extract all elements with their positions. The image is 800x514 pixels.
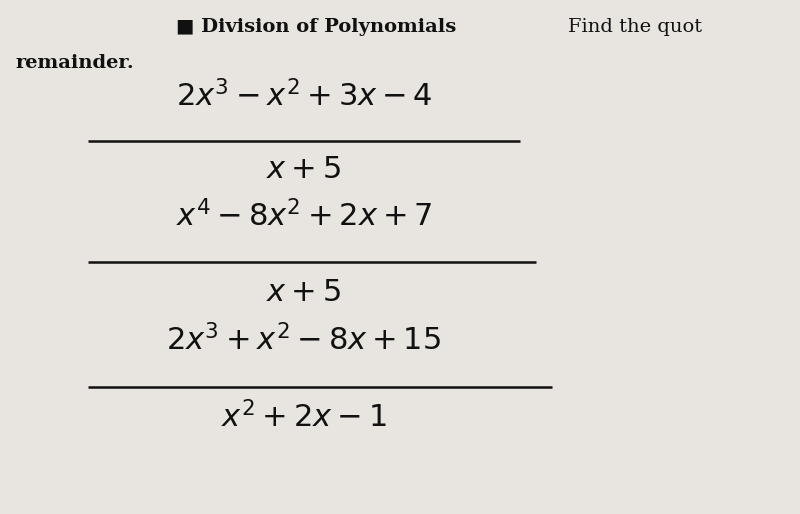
Text: $x + 5$: $x + 5$ [266, 154, 342, 185]
Text: Find the quot: Find the quot [568, 18, 702, 36]
Text: ■ Division of Polynomials: ■ Division of Polynomials [176, 18, 456, 36]
Text: $2x^3 + x^2 - 8x + 15$: $2x^3 + x^2 - 8x + 15$ [166, 325, 442, 357]
Text: $2x^3 - x^2 + 3x - 4$: $2x^3 - x^2 + 3x - 4$ [176, 81, 432, 113]
Text: $x^2 + 2x - 1$: $x^2 + 2x - 1$ [222, 402, 386, 434]
Text: $x + 5$: $x + 5$ [266, 278, 342, 308]
Text: $x^4 - 8x^2 + 2x + 7$: $x^4 - 8x^2 + 2x + 7$ [176, 201, 432, 234]
Text: remainder.: remainder. [16, 54, 134, 72]
